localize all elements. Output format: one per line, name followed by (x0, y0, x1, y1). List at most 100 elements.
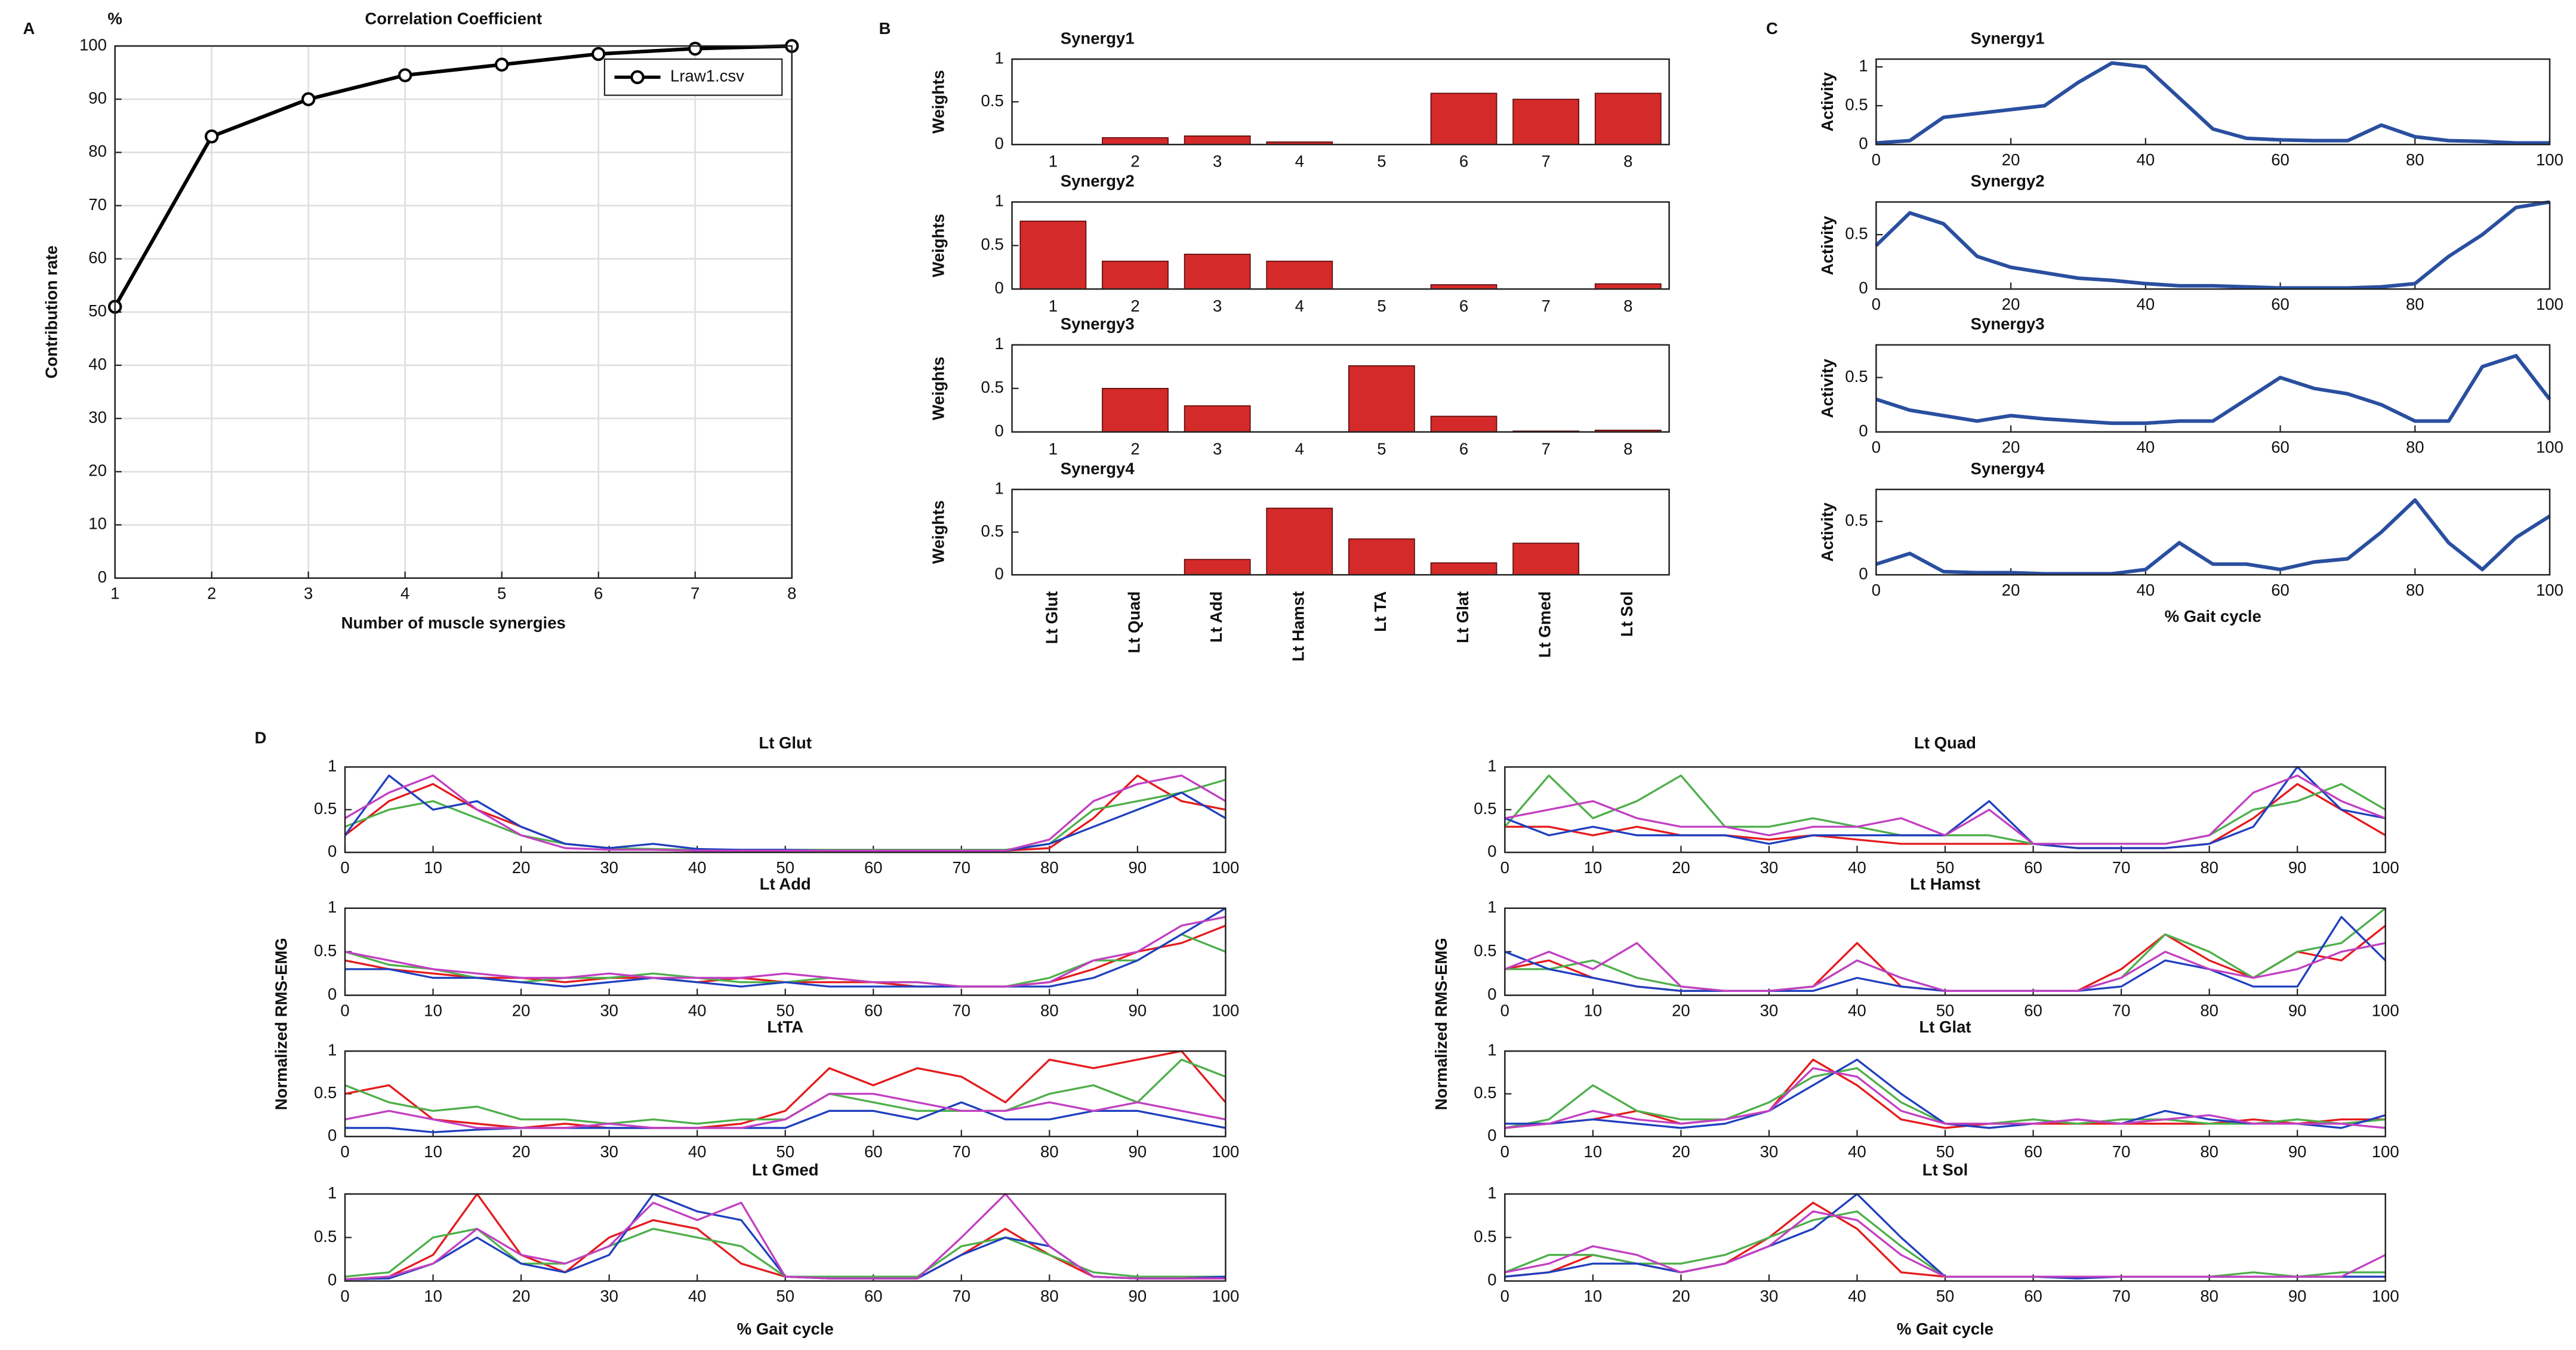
x-tick-label: 100 (2372, 858, 2399, 877)
y-tick-label: 1 (1859, 56, 1868, 75)
chart-title: Lt Glat (1919, 1018, 1971, 1036)
plot-frame (1011, 58, 1670, 146)
x-tick-label: 10 (1584, 1287, 1603, 1305)
y-axis-label: Activity (1818, 502, 1837, 562)
chart-title: Synergy1 (1061, 29, 1135, 47)
x-axis-label: % Gait cycle (737, 1320, 834, 1338)
x-tick-label: 10 (424, 1287, 442, 1305)
x-tick-label: 8 (787, 584, 796, 602)
bar (1512, 98, 1580, 145)
y-axis-label: Activity (1818, 215, 1837, 275)
y-tick-label: 0.5 (981, 235, 1004, 254)
y-tick-label: 0 (994, 564, 1003, 582)
y-tick-label: 1 (1487, 756, 1496, 775)
marker (591, 47, 606, 61)
bar (1102, 260, 1169, 290)
x-tick-label: 3 (1213, 152, 1222, 171)
y-tick-label: 1 (1487, 1040, 1496, 1059)
x-tick-label: 60 (2024, 1142, 2042, 1161)
x-tick-label: Lt Hamst (1289, 591, 1308, 662)
bar (1102, 137, 1169, 145)
y-tick-label: 0 (328, 1271, 337, 1289)
x-tick-label: 100 (2536, 438, 2563, 457)
x-tick-label: 1 (1049, 439, 1058, 458)
plot-frame (1504, 1193, 2386, 1282)
line (1875, 354, 2552, 426)
bar (1430, 415, 1497, 433)
x-tick-label: 3 (304, 584, 313, 602)
x-tick-label: 60 (864, 1001, 883, 1019)
bar (1102, 387, 1169, 433)
marker (204, 129, 219, 144)
x-tick-label: 80 (1040, 1287, 1059, 1305)
x-tick-label: 40 (1848, 858, 1866, 877)
x-tick-label: 70 (2112, 1287, 2131, 1305)
x-tick-label: 60 (864, 858, 883, 877)
x-tick-label: 50 (776, 1142, 794, 1161)
x-tick-label: Lt Sol (1617, 591, 1636, 637)
x-tick-label: 20 (1672, 858, 1690, 877)
x-tick-label: 3 (1213, 439, 1222, 458)
x-tick-label: 50 (1936, 1142, 1955, 1161)
chart-title: Lt Hamst (1910, 875, 1980, 893)
x-tick-label: 20 (2002, 295, 2020, 313)
x-tick-label: 4 (1295, 152, 1304, 171)
x-tick-label: 7 (1541, 439, 1550, 458)
x-tick-label: 30 (600, 858, 618, 877)
x-tick-label: 2 (1130, 439, 1139, 458)
marker (688, 41, 702, 56)
y-tick-label: 0.5 (314, 941, 337, 960)
x-tick-label: 8 (1623, 152, 1632, 171)
y-tick-label: 0 (994, 421, 1003, 440)
x-tick-label: 80 (2406, 150, 2424, 169)
x-tick-label: 0 (340, 1142, 349, 1161)
x-tick-label: 0 (1500, 1287, 1509, 1305)
y-tick-label: 0.5 (1845, 367, 1868, 386)
x-axis-label: % Gait cycle (1897, 1320, 1993, 1338)
x-tick-label: 90 (1129, 1001, 1147, 1019)
plot-frame (344, 1050, 1227, 1138)
x-tick-label: 100 (2536, 295, 2563, 313)
bar (1430, 93, 1497, 145)
y-axis-label: Normalized RMS-EMG (1432, 938, 1450, 1110)
x-tick-label: 8 (1623, 297, 1632, 315)
bar (1594, 93, 1662, 145)
y-tick-label: 0.5 (981, 378, 1004, 396)
x-tick-label: 10 (424, 858, 442, 877)
x-tick-label: 10 (1584, 1142, 1603, 1161)
x-tick-label: 60 (2024, 858, 2042, 877)
x-tick-label: 1 (1049, 297, 1058, 315)
y-axis-label: Weights (929, 500, 948, 564)
line (113, 44, 792, 308)
x-tick-label: Lt Glat (1453, 591, 1472, 643)
x-tick-label: Lt Quad (1124, 591, 1143, 654)
line (1875, 200, 2550, 290)
x-tick-label: 20 (512, 1142, 531, 1161)
x-tick-label: 40 (1848, 1142, 1866, 1161)
chart-title: Lt Sol (1922, 1160, 1968, 1179)
x-tick-label: 50 (776, 1287, 794, 1305)
x-tick-label: 100 (2372, 1287, 2399, 1305)
plot-frame (344, 907, 1227, 996)
y-tick-label: 100 (79, 35, 107, 54)
y-tick-label: 90 (88, 88, 107, 107)
y-tick-label: 0.5 (1845, 511, 1868, 529)
line (1504, 942, 2386, 992)
x-tick-label: 50 (776, 1001, 794, 1019)
y-tick-label: 0 (1487, 985, 1496, 1003)
y-tick-label: 1 (1487, 898, 1496, 916)
y-tick-label: 30 (88, 408, 107, 426)
y-tick-label: 40 (88, 355, 107, 373)
bar (1184, 405, 1251, 433)
x-tick-label: 60 (2271, 581, 2290, 599)
bar (1266, 507, 1333, 575)
x-tick-label: 1 (1049, 152, 1058, 171)
plot-frame (1875, 201, 2551, 290)
x-tick-label: 100 (2536, 150, 2563, 169)
x-tick-label: 6 (1459, 297, 1468, 315)
y-tick-label: 1 (994, 192, 1003, 210)
x-tick-label: 30 (1760, 858, 1779, 877)
x-tick-label: 0 (340, 1001, 349, 1019)
